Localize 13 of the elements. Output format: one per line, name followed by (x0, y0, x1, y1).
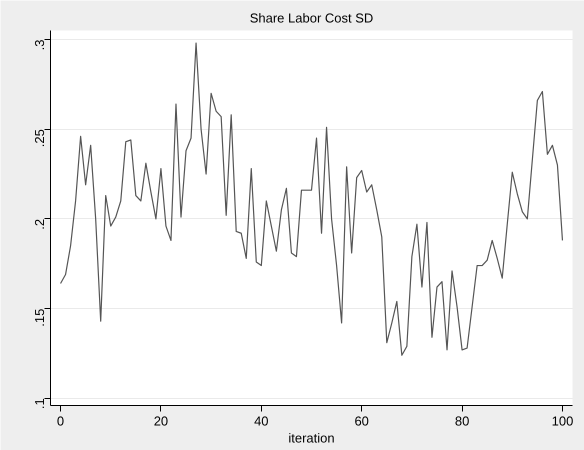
y-tick-label: .3 (32, 39, 47, 50)
x-tick-label: 20 (154, 414, 168, 428)
x-tick-label: 80 (454, 414, 470, 428)
x-tick-label: 60 (354, 414, 369, 428)
y-tick-label: .1 (32, 398, 47, 410)
y-tick-label: .2 (32, 218, 47, 230)
y-tick-label: .15 (32, 308, 47, 327)
chart-title: Share Labor Cost SD (250, 10, 374, 26)
y-tick-label: .25 (32, 129, 47, 148)
x-tick-label: 40 (254, 414, 269, 428)
x-tick-label: 0 (56, 414, 64, 428)
x-tick-label: 100 (552, 414, 574, 428)
x-axis-title: iteration (288, 430, 335, 446)
